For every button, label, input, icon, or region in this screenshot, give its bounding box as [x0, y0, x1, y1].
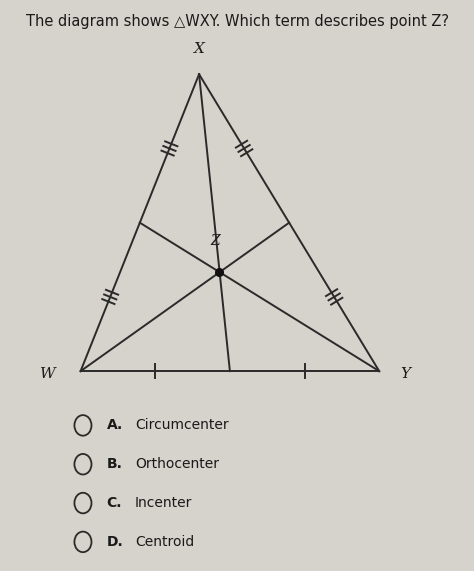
Text: C.: C. [107, 496, 122, 510]
Text: D.: D. [107, 535, 123, 549]
Text: The diagram shows △WXY. Which term describes point Z?: The diagram shows △WXY. Which term descr… [26, 14, 448, 29]
Text: Incenter: Incenter [135, 496, 192, 510]
Text: Z: Z [211, 234, 220, 248]
Text: B.: B. [107, 457, 122, 471]
Text: Orthocenter: Orthocenter [135, 457, 219, 471]
Text: Centroid: Centroid [135, 535, 194, 549]
Text: X: X [194, 42, 204, 55]
Text: Y: Y [400, 367, 410, 381]
Text: W: W [40, 367, 55, 381]
Text: Circumcenter: Circumcenter [135, 419, 229, 432]
Text: A.: A. [107, 419, 123, 432]
